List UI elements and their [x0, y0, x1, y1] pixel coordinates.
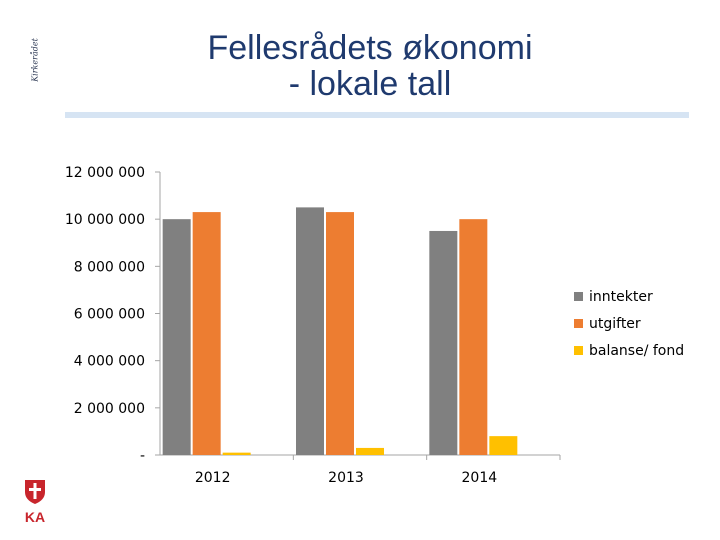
bar-balansefond-2013	[356, 447, 384, 455]
y-tick-label: -	[140, 448, 145, 464]
bar-utgifter-2014	[459, 219, 488, 455]
y-tick-label: 12 000 000	[65, 165, 145, 181]
bar-inntekter-2012	[162, 219, 191, 455]
title-line-1: Fellesrådets økonomi	[207, 29, 533, 67]
y-tick-label: 4 000 000	[74, 354, 145, 370]
title-divider	[65, 112, 689, 118]
legend-label-0: inntekter	[589, 289, 653, 305]
y-tick-label: 2 000 000	[74, 401, 145, 417]
x-tick-label: 2012	[195, 470, 231, 486]
slide-title: Fellesrådets økonomi - lokale tall	[120, 30, 620, 102]
bar-balansefond-2014	[489, 436, 518, 455]
legend-swatch-2	[574, 346, 583, 355]
bar-balansefond-2012	[222, 452, 251, 455]
y-tick-label: 6 000 000	[74, 307, 145, 323]
logo-text: KA	[25, 509, 45, 525]
title-line-2: - lokale tall	[288, 65, 452, 103]
y-tick-label: 10 000 000	[65, 212, 145, 228]
legend-swatch-0	[574, 292, 583, 301]
legend-label-2: balanse/ fond	[589, 343, 684, 359]
bar-utgifter-2012	[192, 212, 221, 455]
bar-inntekter-2013	[296, 207, 324, 455]
y-tick-label: 8 000 000	[74, 259, 145, 275]
legend-label-1: utgifter	[589, 316, 641, 332]
x-tick-label: 2014	[462, 470, 498, 486]
ka-logo: KA	[25, 480, 45, 525]
bar-inntekter-2014	[429, 230, 458, 455]
x-tick-label: 2013	[328, 470, 364, 486]
bar-utgifter-2013	[326, 212, 354, 455]
legend-swatch-1	[574, 319, 583, 328]
